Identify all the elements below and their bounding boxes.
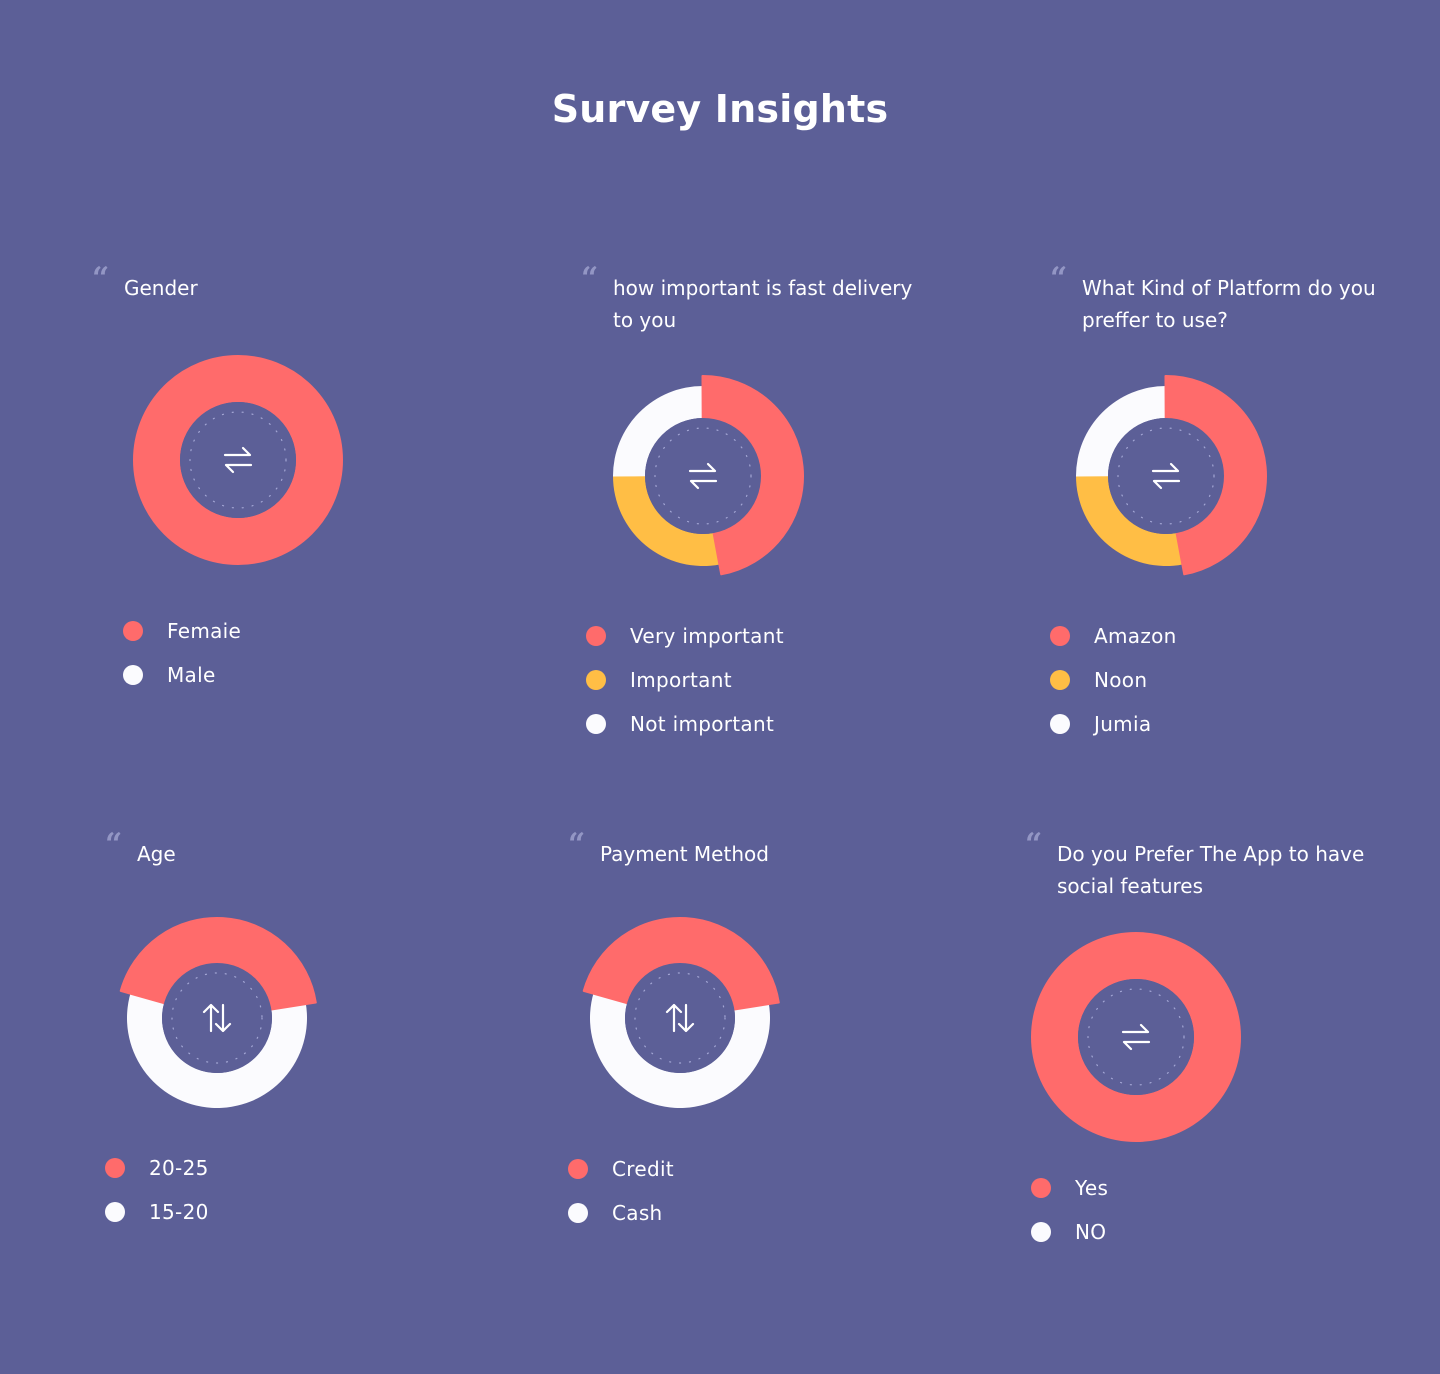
question-title: Age [137, 842, 176, 866]
legend-item-amazon: Amazon [1050, 614, 1177, 658]
pie-slice-important [613, 475, 721, 566]
donut-center [162, 963, 272, 1073]
legend-dot [1050, 626, 1070, 646]
legend-dot [1031, 1222, 1051, 1242]
legend-item-very-important: Very important [586, 614, 784, 658]
chart-card-payment: “ Payment Method Credit Cash [568, 830, 898, 1258]
legend-item-not-important: Not important [586, 702, 784, 746]
legend-item-15-20: 15-20 [105, 1190, 209, 1234]
legend-item-credit: Credit [568, 1147, 674, 1191]
page-title: Survey Insights [551, 87, 889, 132]
legend-label: Credit [612, 1157, 674, 1181]
legend-label: Amazon [1094, 624, 1177, 648]
legend-label: Male [167, 663, 216, 687]
question-title: Gender [124, 276, 198, 300]
quote-icon: “ [1050, 261, 1068, 296]
legend-item-male: Male [123, 653, 241, 697]
pie-slice-cash [590, 992, 770, 1108]
legend-item-important: Important [586, 658, 784, 702]
legend-item-20-25: 20-25 [105, 1146, 209, 1190]
swap-horizontal-icon[interactable] [223, 446, 253, 474]
legend: 20-25 15-20 [105, 1146, 209, 1234]
donut-center [1078, 979, 1194, 1095]
legend-dot [586, 670, 606, 690]
legend-label: NO [1075, 1220, 1107, 1244]
donut-center [180, 402, 296, 518]
donut-chart-payment [582, 917, 780, 1108]
swap-vertical-icon[interactable] [202, 1003, 232, 1033]
swap-horizontal-icon[interactable] [688, 462, 718, 490]
dotted-ring [1087, 988, 1185, 1086]
legend-label: Noon [1094, 668, 1148, 692]
legend-dot [568, 1203, 588, 1223]
legend-label: 20-25 [149, 1156, 209, 1180]
chart-card-fast-delivery: “ how important is fast delivery to you … [581, 264, 941, 752]
chart-card-age: “ Age 20-25 15-20 [105, 830, 435, 1258]
pie-slice-yes [1031, 932, 1241, 1142]
legend: Very important Important Not important [586, 614, 784, 746]
swap-horizontal-icon[interactable] [1121, 1023, 1151, 1051]
legend-dot [123, 621, 143, 641]
pie-slice-noon [1076, 475, 1184, 566]
question-title: how important is fast delivery to you [613, 276, 913, 332]
legend-label: Yes [1075, 1176, 1109, 1200]
legend-label: Not important [630, 712, 775, 736]
pie-slice-15-20 [126, 992, 307, 1108]
legend: Yes NO [1031, 1166, 1108, 1254]
legend: Femaie Male [123, 609, 241, 697]
question-title: Do you Prefer The App to have social fea… [1057, 842, 1365, 898]
question-title: Payment Method [600, 842, 769, 866]
donut-chart-age [119, 917, 317, 1108]
question-title: What Kind of Platform do you preffer to … [1082, 276, 1376, 332]
chart-card-gender: “ Gender Femaie Male [92, 264, 432, 712]
legend-dot [105, 1202, 125, 1222]
donut-center [1108, 418, 1224, 534]
donut-chart-fast-delivery [613, 375, 804, 576]
legend-item-no: NO [1031, 1210, 1108, 1254]
quote-icon: “ [581, 261, 599, 296]
legend-dot [105, 1158, 125, 1178]
dotted-ring [189, 411, 287, 509]
legend-dot [586, 714, 606, 734]
legend-item-noon: Noon [1050, 658, 1177, 702]
quote-icon: “ [105, 827, 123, 862]
legend-dot [1050, 714, 1070, 734]
donut-center [625, 963, 735, 1073]
legend-item-jumia: Jumia [1050, 702, 1177, 746]
legend-item-cash: Cash [568, 1191, 674, 1235]
quote-icon: “ [568, 827, 586, 862]
legend-label: Very important [630, 624, 784, 648]
legend-item-femaie: Femaie [123, 609, 241, 653]
dotted-ring [654, 427, 752, 525]
donut-chart-social-features [1031, 932, 1241, 1142]
chart-card-platform: “ What Kind of Platform do you preffer t… [1050, 264, 1410, 752]
legend-label: Femaie [167, 619, 242, 643]
dotted-ring [1117, 427, 1215, 525]
legend-label: Jumia [1094, 712, 1152, 736]
chart-card-social-features: “ Do you Prefer The App to have social f… [1025, 830, 1385, 1268]
legend-item-yes: Yes [1031, 1166, 1108, 1210]
swap-horizontal-icon[interactable] [1151, 462, 1181, 490]
legend-dot [1050, 670, 1070, 690]
legend-label: Cash [612, 1201, 663, 1225]
legend: Credit Cash [568, 1147, 674, 1235]
dotted-ring [634, 972, 726, 1064]
legend-label: 15-20 [149, 1200, 209, 1224]
swap-vertical-icon[interactable] [665, 1003, 695, 1033]
legend-dot [1031, 1178, 1051, 1198]
legend-dot [568, 1159, 588, 1179]
quote-icon: “ [92, 261, 110, 296]
dotted-ring [171, 972, 263, 1064]
legend-dot [586, 626, 606, 646]
donut-chart-platform [1076, 375, 1267, 576]
pie-slice-not-important [613, 386, 704, 477]
donut-chart-gender [133, 355, 343, 565]
pie-slice-jumia [1076, 386, 1167, 477]
donut-center [645, 418, 761, 534]
legend: Amazon Noon Jumia [1050, 614, 1177, 746]
pie-slice-femaie [133, 355, 343, 565]
legend-dot [123, 665, 143, 685]
legend-label: Important [630, 668, 732, 692]
quote-icon: “ [1025, 827, 1043, 862]
